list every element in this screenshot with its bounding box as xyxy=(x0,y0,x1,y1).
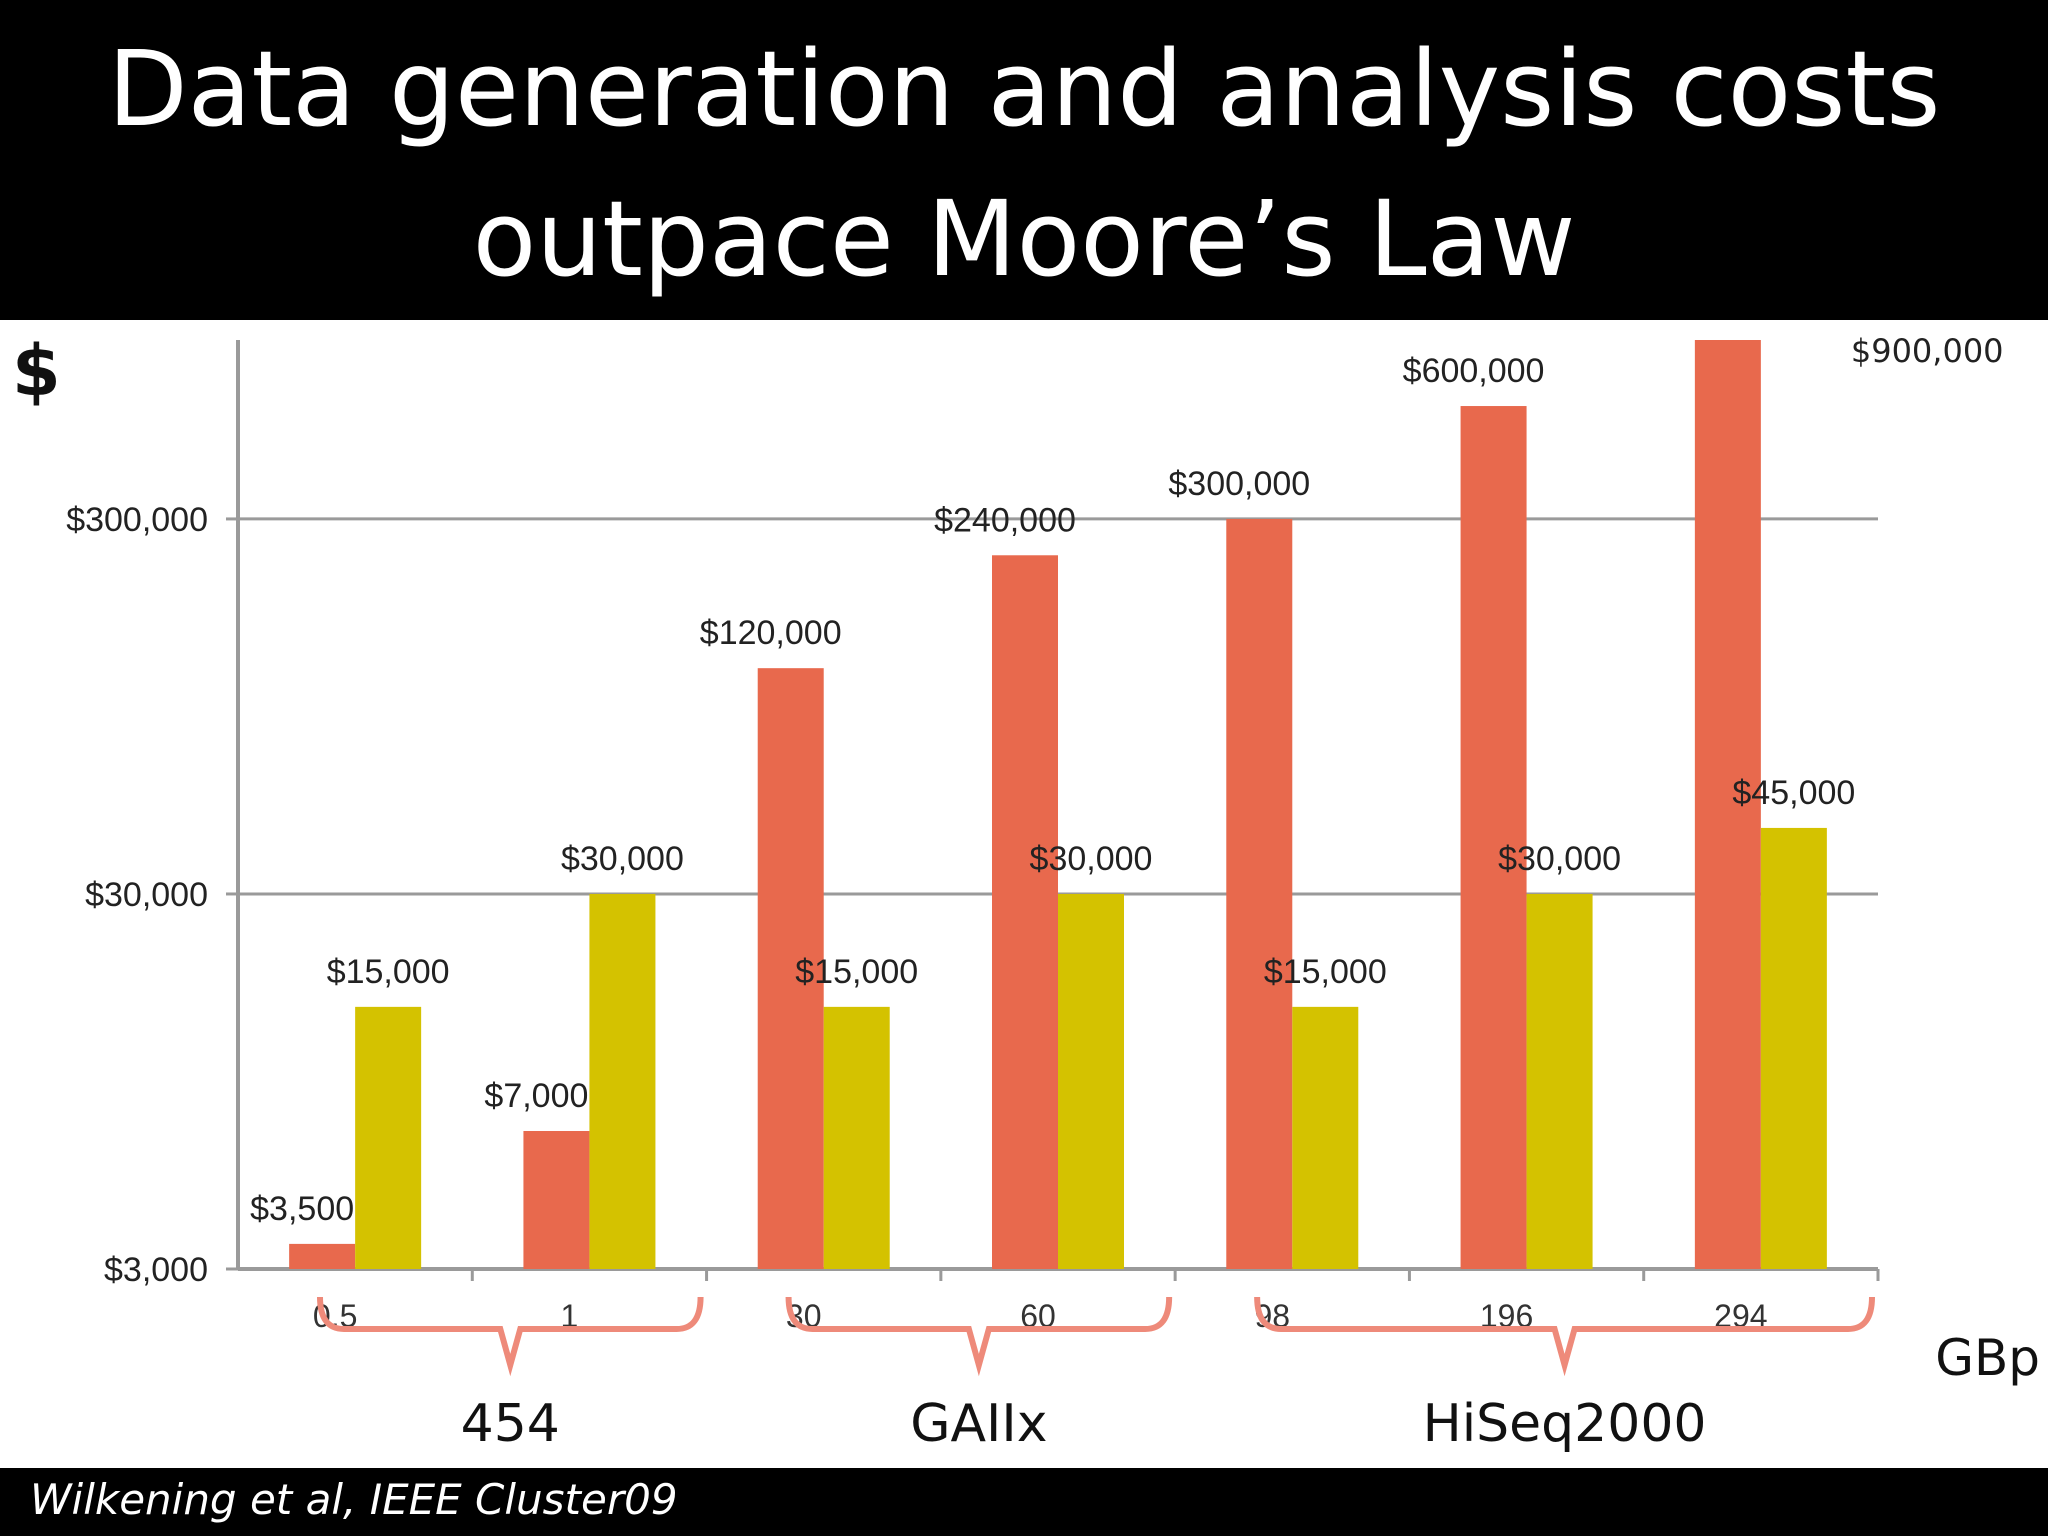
group-bracket xyxy=(785,1296,1173,1377)
x-tick-label: 1 xyxy=(561,1298,579,1334)
bar-analysis xyxy=(589,893,656,1269)
title-line-1: Data generation and analysis costs xyxy=(107,28,1941,150)
data-label: $900,000 xyxy=(1851,332,2004,370)
y-tick-label: $30,000 xyxy=(85,876,208,914)
data-label: $15,000 xyxy=(327,953,450,991)
y-axis-label: $ xyxy=(12,330,61,412)
group-label: HiSeq2000 xyxy=(1423,1394,1707,1454)
data-label: $30,000 xyxy=(1030,840,1153,878)
bar-generation xyxy=(757,668,824,1269)
group-bracket xyxy=(1254,1296,1875,1377)
data-label: $600,000 xyxy=(1403,352,1545,390)
data-label: $3,500 xyxy=(250,1190,354,1228)
bar-generation xyxy=(523,1130,590,1269)
x-axis-label: GBp xyxy=(1935,1329,2040,1387)
bar-analysis xyxy=(1292,1006,1359,1269)
bar-analysis xyxy=(1058,893,1124,1269)
bar-generation xyxy=(1226,518,1293,1269)
chart-panel: $3,000 $30,000 $300,000 $ $3,500 $15,000 0.5 $7… xyxy=(0,320,2048,1468)
data-label: $300,000 xyxy=(1168,465,1310,503)
slide-title: Data generation and analysis costs outpa… xyxy=(0,14,2048,314)
data-label: $45,000 xyxy=(1732,774,1855,812)
y-tick-label: $300,000 xyxy=(66,501,208,539)
bar-generation xyxy=(992,555,1058,1269)
title-bar: Data generation and analysis costs outpa… xyxy=(0,0,2048,320)
bar-analysis xyxy=(355,1006,422,1269)
data-label: $30,000 xyxy=(1498,840,1621,878)
data-label: $30,000 xyxy=(561,840,684,878)
bar-generation xyxy=(289,1243,356,1269)
bar-generation xyxy=(1694,340,1761,1269)
data-label: $15,000 xyxy=(795,953,918,991)
title-line-2: outpace Moore’s Law xyxy=(472,178,1576,300)
group-label: GAIIx xyxy=(910,1394,1047,1454)
data-label: $15,000 xyxy=(1264,953,1387,991)
y-tick-label: $3,000 xyxy=(104,1251,208,1289)
bar-analysis xyxy=(1526,893,1593,1269)
data-label: $7,000 xyxy=(484,1077,588,1115)
data-label: $240,000 xyxy=(934,501,1076,539)
bar-generation xyxy=(1460,406,1527,1269)
group-label: 454 xyxy=(461,1394,560,1454)
bar-analysis xyxy=(1760,827,1827,1269)
bar-chart: $3,000$30,000$300,000$$3,500$15,0000.5$7… xyxy=(12,330,2040,1454)
data-label: $120,000 xyxy=(700,614,842,652)
citation: Wilkening et al, IEEE Cluster09 xyxy=(30,1475,678,1524)
bar-analysis xyxy=(823,1006,890,1269)
group-bracket xyxy=(317,1296,704,1377)
